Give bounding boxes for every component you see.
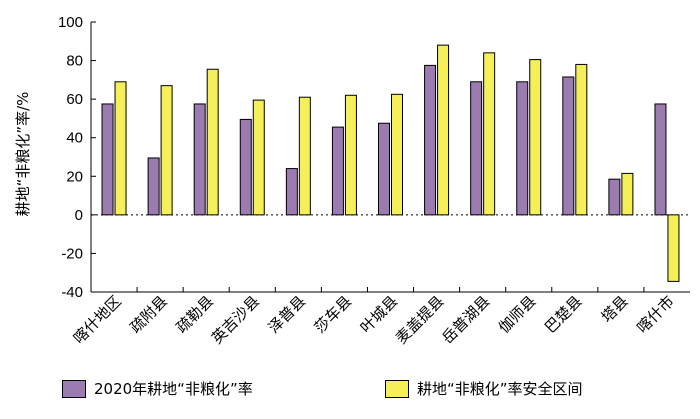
category-labels: 喀什地区 疏附县 疏勒县英吉沙县 泽普县 莎车县 叶城县麦盖提县岳普湖县 伽师县 巴楚县 塔县喀… bbox=[70, 292, 678, 347]
bar-1-疏勒县 bbox=[193, 103, 206, 216]
y-tick-label: 100 bbox=[58, 14, 83, 31]
bar-2-喀什地区 bbox=[114, 81, 127, 216]
x-category-label: 疏勒县 bbox=[172, 292, 217, 337]
x-category-label: 喀什市 bbox=[633, 292, 678, 337]
legend-swatch-series-2 bbox=[385, 379, 409, 398]
y-tick-label: 60 bbox=[66, 91, 83, 108]
bar-1-泽普县 bbox=[285, 168, 298, 216]
x-category-label: 莎车县 bbox=[311, 292, 356, 337]
bars bbox=[101, 44, 680, 282]
bar-2-叶城县 bbox=[391, 93, 403, 216]
legend-item-series-1: 2020年耕地“非粮化”率 bbox=[62, 378, 253, 399]
x-category-label: 英吉沙县 bbox=[208, 292, 263, 347]
bar-2-疏附县 bbox=[160, 85, 173, 216]
bar-2-伽师县 bbox=[529, 59, 542, 216]
bar-2-莎车县 bbox=[344, 94, 357, 216]
bar-1-喀什地区 bbox=[101, 103, 114, 216]
x-category-label: 伽师县 bbox=[495, 292, 540, 337]
legend-item-series-2: 耕地“非粮化”率安全区间 bbox=[385, 378, 583, 399]
bar-1-疏附县 bbox=[147, 157, 160, 216]
bar-1-岳普湖县 bbox=[470, 81, 483, 216]
x-category-label: 岳普湖县 bbox=[438, 292, 493, 347]
legend-swatch-series-1 bbox=[62, 379, 86, 398]
y-tick-label: -40 bbox=[61, 284, 83, 301]
legend-label-series-2: 耕地“非粮化”率安全区间 bbox=[417, 380, 583, 398]
bar-2-岳普湖县 bbox=[483, 52, 496, 216]
x-category-label: 巴楚县 bbox=[541, 292, 586, 337]
bar-2-塔县 bbox=[621, 172, 634, 216]
y-tick-label: 80 bbox=[66, 53, 83, 70]
bar-1-叶城县 bbox=[378, 122, 390, 216]
y-tick-label: 0 bbox=[75, 207, 83, 224]
bar-1-英吉沙县 bbox=[239, 118, 252, 216]
bar-1-巴楚县 bbox=[562, 76, 575, 216]
x-category-label: 叶城县 bbox=[357, 292, 402, 337]
bar-2-巴楚县 bbox=[575, 63, 588, 216]
legend-label-series-1: 2020年耕地“非粮化”率 bbox=[94, 380, 253, 398]
y-axis-label: 耕地“非粮化”率/% bbox=[14, 92, 32, 217]
bar-2-喀什市 bbox=[667, 214, 680, 282]
x-category-label: 塔县 bbox=[598, 292, 632, 326]
bar-1-莎车县 bbox=[331, 126, 344, 216]
bar-2-英吉沙县 bbox=[252, 99, 265, 216]
bar-1-塔县 bbox=[608, 178, 621, 216]
bar-chart: 100 80 60 40 20 0 -20 -40 喀什地区 疏附县 疏勒县英吉沙县 泽普县 莎车县叶… bbox=[14, 14, 690, 347]
bar-1-伽师县 bbox=[516, 81, 529, 216]
legend: 2020年耕地“非粮化”率 耕地“非粮化”率安全区间 bbox=[0, 370, 700, 410]
bar-2-泽普县 bbox=[298, 96, 311, 216]
bar-2-疏勒县 bbox=[206, 68, 219, 216]
y-tick-label: 20 bbox=[66, 168, 83, 185]
bar-2-麦盖提县 bbox=[437, 44, 450, 216]
x-category-label: 泽普县 bbox=[265, 292, 310, 337]
bar-1-麦盖提县 bbox=[424, 64, 437, 216]
y-tick-label: 40 bbox=[66, 130, 83, 147]
y-tick-label: -20 bbox=[61, 245, 83, 262]
axes: 100 80 60 40 20 0 -20 -40 bbox=[58, 14, 690, 301]
x-category-label: 麦盖提县 bbox=[392, 292, 447, 347]
x-category-label: 疏附县 bbox=[126, 292, 171, 337]
bar-1-喀什市 bbox=[654, 103, 667, 216]
